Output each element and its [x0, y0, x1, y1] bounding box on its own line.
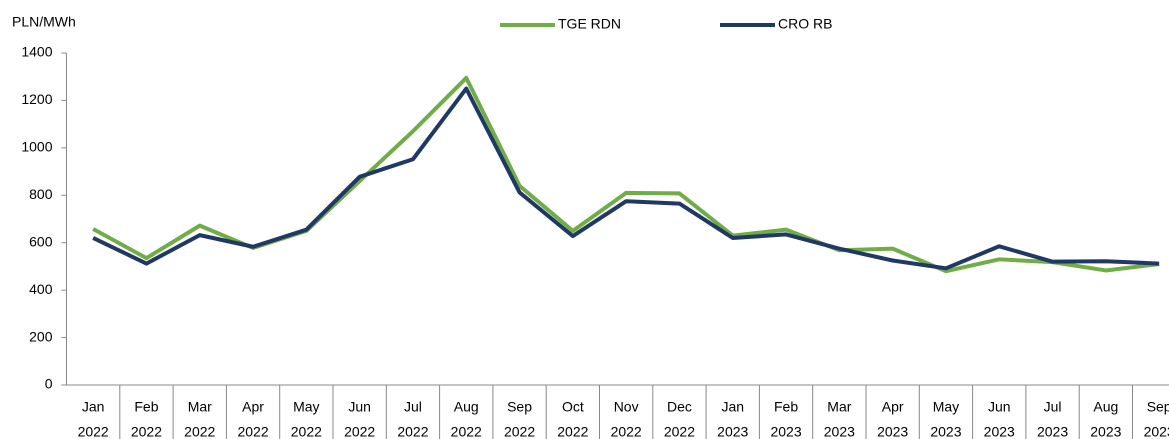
x-tick-label: 2022 [611, 424, 642, 439]
x-tick-label: 2023 [717, 424, 748, 439]
x-tick-label: 2023 [1037, 424, 1068, 439]
x-tick-label: 2023 [770, 424, 801, 439]
x-tick-label: May [293, 399, 319, 415]
y-tick-label: 1200 [21, 91, 52, 107]
x-tick-label: Jun [348, 399, 371, 415]
x-tick-label: Jul [1044, 399, 1062, 415]
x-tick-label: Oct [562, 399, 584, 415]
x-tick-label: 2022 [184, 424, 215, 439]
x-tick-label: 2022 [504, 424, 535, 439]
y-tick-label: 600 [29, 233, 53, 249]
x-tick-label: Feb [774, 399, 798, 415]
x-tick-label: Feb [134, 399, 158, 415]
x-tick-label: Sep [507, 399, 532, 415]
series-line [92, 86, 1160, 271]
x-tick-label: 2022 [557, 424, 588, 439]
x-tick-label: 2022 [291, 424, 322, 439]
x-tick-label: Dec [667, 399, 692, 415]
x-tick-label: Jul [404, 399, 422, 415]
x-tick-label: Aug [1093, 399, 1118, 415]
x-tick-label: Apr [882, 399, 904, 415]
x-tick-label: Apr [242, 399, 264, 415]
x-tick-label: 2022 [397, 424, 428, 439]
x-tick-label: 2022 [451, 424, 482, 439]
x-tick-label: Mar [827, 399, 851, 415]
x-tick-label: Aug [454, 399, 479, 415]
x-tick-label: 2023 [930, 424, 961, 439]
y-tick-label: 1400 [21, 44, 52, 60]
x-tick-label: 2022 [237, 424, 268, 439]
legend-label: TGE RDN [558, 16, 621, 32]
y-axis-label: PLN/MWh [12, 14, 76, 30]
x-tick-label: 2023 [877, 424, 908, 439]
x-tick-label: May [933, 399, 959, 415]
x-tick-label: 2023 [1144, 424, 1169, 439]
x-tick-label: Jun [988, 399, 1011, 415]
x-tick-label: 2023 [824, 424, 855, 439]
y-tick-label: 200 [29, 328, 53, 344]
x-tick-label: Jan [82, 399, 105, 415]
x-tick-label: 2022 [344, 424, 375, 439]
y-tick-label: 800 [29, 186, 53, 202]
y-tick-label: 1000 [21, 139, 52, 155]
x-tick-label: Nov [614, 399, 639, 415]
x-tick-label: Mar [188, 399, 212, 415]
x-tick-label: 2022 [664, 424, 695, 439]
y-tick-label: 0 [45, 376, 53, 392]
x-tick-label: 2022 [78, 424, 109, 439]
x-tick-label: 2022 [131, 424, 162, 439]
x-tick-label: 2023 [1090, 424, 1121, 439]
x-tick-label: Jan [721, 399, 744, 415]
series-line [92, 75, 1160, 274]
y-tick-label: 400 [29, 281, 53, 297]
x-tick-label: Sep [1147, 399, 1169, 415]
x-tick-label: 2023 [984, 424, 1015, 439]
legend-label: CRO RB [778, 16, 832, 32]
